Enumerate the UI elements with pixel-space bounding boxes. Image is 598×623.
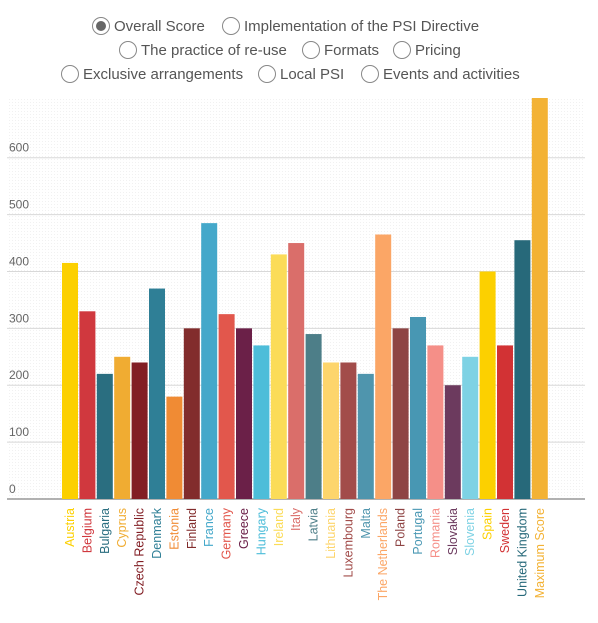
bar-latvia[interactable] xyxy=(305,334,322,499)
x-tick-label: Hungary xyxy=(254,507,268,555)
bar-hungary[interactable] xyxy=(253,345,270,499)
radio-label: Events and activities xyxy=(383,65,520,83)
x-tick-label: Spain xyxy=(481,508,495,540)
y-tick-label: 400 xyxy=(9,254,29,268)
radio-button-icon xyxy=(393,41,411,59)
radio-button-icon xyxy=(258,65,276,83)
radio-label: Local PSI xyxy=(280,65,345,83)
radio-local-psi[interactable]: Local PSI xyxy=(258,65,344,83)
radio-practice-of-reuse[interactable]: The practice of re-use xyxy=(119,41,287,59)
bar-portugal[interactable] xyxy=(410,316,426,499)
radio-label: Exclusive arrangements xyxy=(83,65,244,83)
radio-label: The practice of re-use xyxy=(141,41,287,59)
radio-overall-score[interactable]: Overall Score xyxy=(92,17,205,35)
y-tick-label: 500 xyxy=(9,198,29,212)
bar-czech-republic[interactable] xyxy=(131,362,148,499)
x-tick-label: Luxembourg xyxy=(341,508,355,578)
x-tick-label: Estonia xyxy=(167,508,181,550)
radio-button-icon xyxy=(92,17,110,35)
bar-austria[interactable] xyxy=(62,262,78,499)
y-tick-label: 200 xyxy=(9,368,29,382)
radio-exclusive-arrangements[interactable]: Exclusive arrangements xyxy=(61,65,243,83)
y-tick-label: 300 xyxy=(9,311,29,325)
radio-button-icon xyxy=(119,41,137,59)
chart-filter-radio-group: Overall Score Implementation of the PSI … xyxy=(0,0,598,90)
x-tick-label: Italy xyxy=(289,507,303,531)
x-tick-label: Latvia xyxy=(307,508,321,541)
x-tick-label: Cyprus xyxy=(115,508,129,548)
bar-cyprus[interactable] xyxy=(114,356,131,499)
radio-label: Overall Score xyxy=(114,17,205,35)
radio-pricing[interactable]: Pricing xyxy=(393,41,461,59)
bar-slovenia[interactable] xyxy=(462,356,479,499)
x-tick-label: Finland xyxy=(185,508,199,549)
x-tick-label: Slovakia xyxy=(446,508,460,555)
radio-events-and-activities[interactable]: Events and activities xyxy=(361,65,520,83)
bar-slovakia[interactable] xyxy=(444,385,461,499)
bar-sweden[interactable] xyxy=(497,345,513,499)
bar-spain[interactable] xyxy=(479,271,496,499)
bar-malta[interactable] xyxy=(357,373,374,499)
bar-poland[interactable] xyxy=(392,328,409,499)
bar-finland[interactable] xyxy=(183,328,200,499)
x-tick-label: Poland xyxy=(394,508,408,547)
x-tick-label: Greece xyxy=(237,508,251,549)
x-tick-label: United Kingdom xyxy=(515,508,529,597)
bar-estonia[interactable] xyxy=(166,396,183,499)
bar-luxembourg[interactable] xyxy=(340,362,357,499)
bar-the-netherlands[interactable] xyxy=(375,234,392,500)
x-tick-label: Germany xyxy=(220,507,234,559)
radio-implementation-psi-directive[interactable]: Implementation of the PSI Directive xyxy=(222,17,479,35)
x-tick-label: Ireland xyxy=(272,508,286,546)
x-tick-label: Maximum Score xyxy=(533,508,547,598)
x-tick-label: Malta xyxy=(359,508,373,539)
y-tick-label: 0 xyxy=(9,482,16,496)
x-tick-label: Sweden xyxy=(498,508,512,553)
bar-italy[interactable] xyxy=(288,243,305,499)
x-tick-label: Bulgaria xyxy=(98,508,112,554)
radio-button-icon xyxy=(61,65,79,83)
bar-romania[interactable] xyxy=(427,345,444,499)
bar-chart: 0 100 200 300 400 500 600 Austria Belgium Bulgar… xyxy=(7,98,585,600)
bar-bulgaria[interactable] xyxy=(96,373,113,499)
bar-france[interactable] xyxy=(201,223,218,499)
radio-button-icon xyxy=(361,65,379,83)
x-tick-label: Austria xyxy=(63,508,77,547)
x-tick-label: Portugal xyxy=(411,508,425,555)
bar-ireland[interactable] xyxy=(270,254,287,499)
x-tick-label: Czech Republic xyxy=(133,508,147,596)
bar-germany[interactable] xyxy=(218,314,235,499)
x-tick-label: Belgium xyxy=(80,508,94,553)
radio-label: Implementation of the PSI Directive xyxy=(244,17,480,35)
radio-button-icon xyxy=(302,41,320,59)
bar-united-kingdom[interactable] xyxy=(514,240,531,499)
radio-formats[interactable]: Formats xyxy=(302,41,379,59)
bar-denmark[interactable] xyxy=(149,288,165,499)
bar-lithuania[interactable] xyxy=(323,362,339,499)
bar-greece[interactable] xyxy=(236,328,252,499)
x-tick-label: The Netherlands xyxy=(376,508,390,600)
y-tick-label: 600 xyxy=(9,141,29,155)
x-tick-label: France xyxy=(202,508,216,547)
x-tick-label: Slovenia xyxy=(463,508,477,556)
radio-label: Pricing xyxy=(415,41,461,59)
bar-belgium[interactable] xyxy=(79,311,96,499)
radio-label: Formats xyxy=(324,41,380,59)
x-tick-label: Romania xyxy=(428,508,442,558)
y-tick-label: 100 xyxy=(9,425,29,439)
x-tick-label: Lithuania xyxy=(324,508,338,559)
bar-maximum-score[interactable] xyxy=(531,98,548,499)
radio-button-icon xyxy=(222,17,240,35)
x-tick-label: Denmark xyxy=(150,507,164,558)
